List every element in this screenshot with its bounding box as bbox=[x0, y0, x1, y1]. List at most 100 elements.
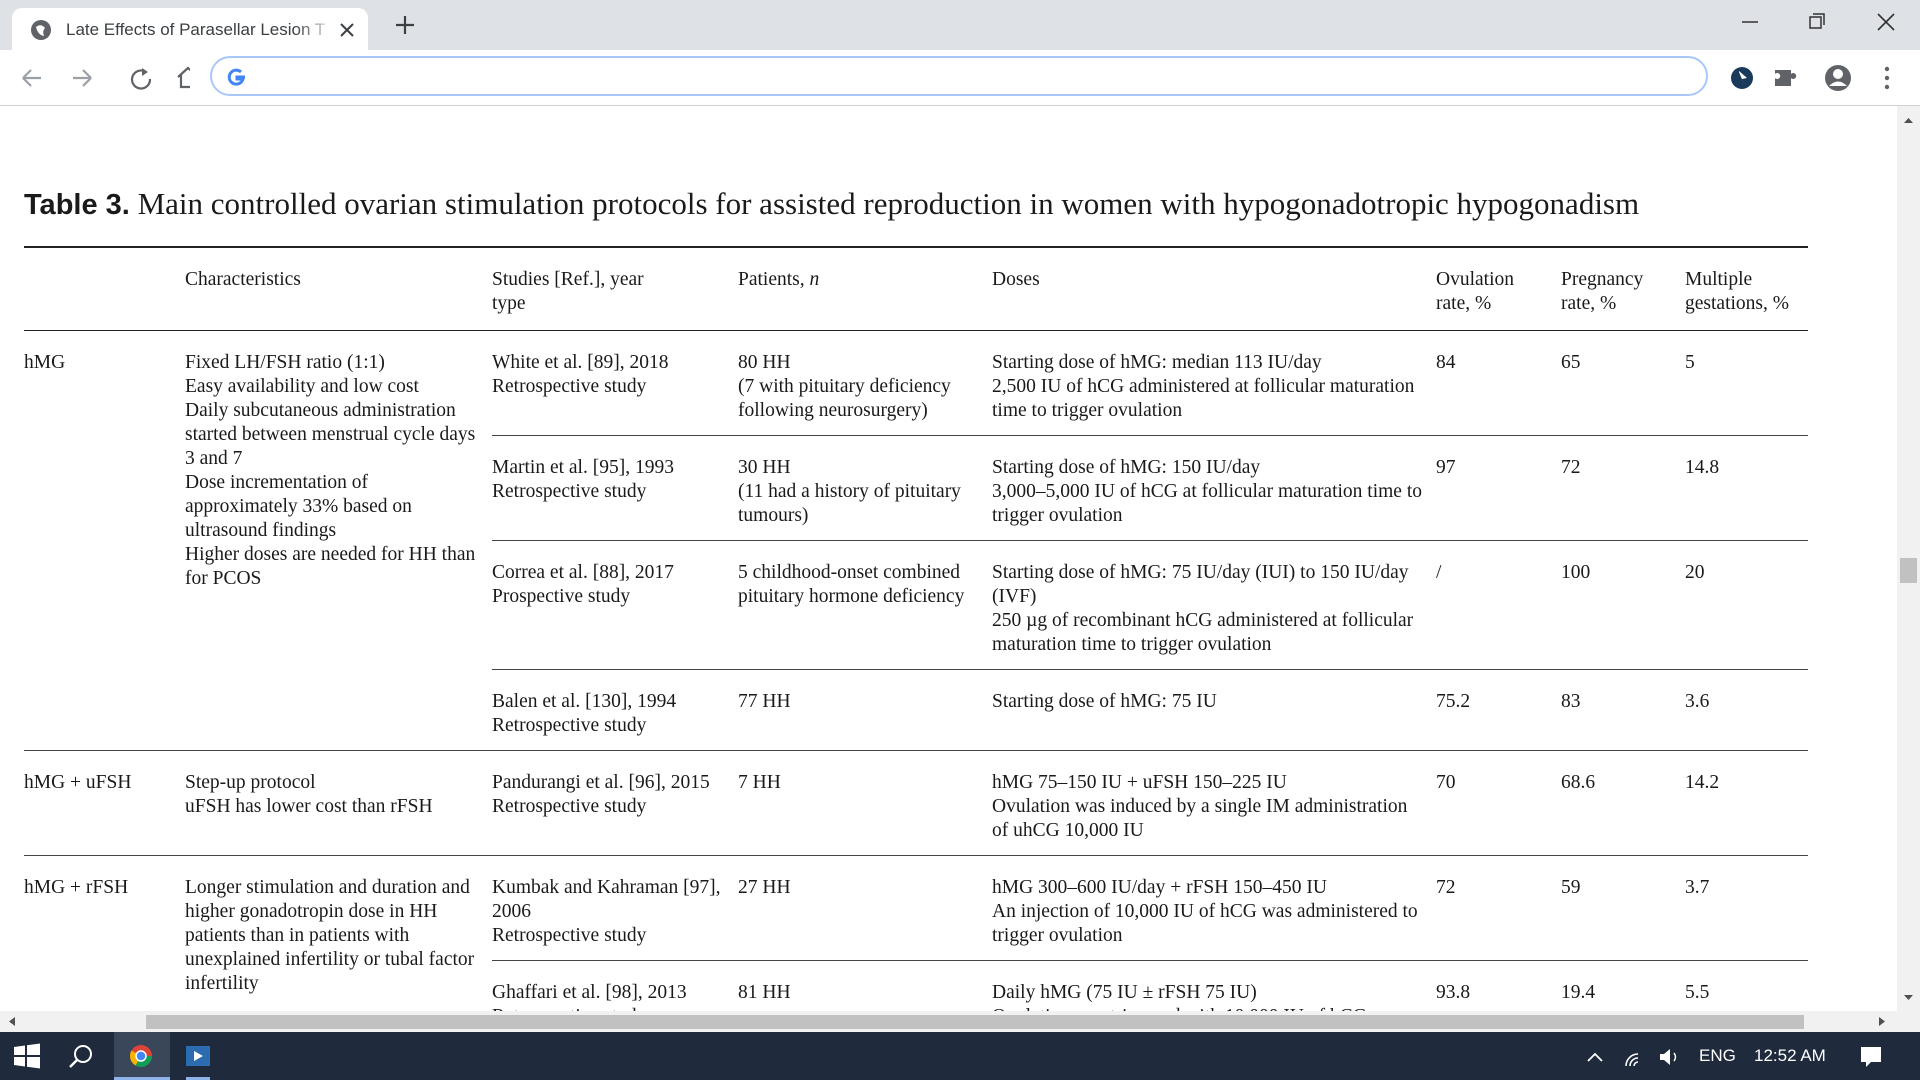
language[interactable]: ENG bbox=[1699, 1046, 1736, 1065]
doses-line: 2,500 IU of hCG administered at follicul… bbox=[992, 376, 1415, 421]
patients-cell: 30 HH (11 had a history of pituitary tumo… bbox=[738, 435, 992, 541]
header-cell: Doses bbox=[992, 246, 1436, 331]
table-row: Correa et al. [88], 2017 Prospective stud… bbox=[24, 540, 1808, 670]
doses-cell: hMG 75–150 IU + uFSH 150–225 IU Ovulation… bbox=[992, 750, 1436, 856]
characteristics-line: Easy availability and low cost bbox=[185, 376, 419, 397]
header-cell: Studies [Ref.], year type bbox=[492, 246, 738, 331]
table-row: Martin et al. [95], 1993 Retrospective st… bbox=[24, 435, 1808, 541]
study-cell: White et al. [89], 2018 Retrospective stu… bbox=[492, 331, 738, 436]
taskbar: ENG 12:52 AM bbox=[0, 1032, 1920, 1080]
ovulation-cell: 72 bbox=[1436, 855, 1561, 961]
ovulation-cell: 70 bbox=[1436, 750, 1561, 856]
vertical-scrollbar[interactable] bbox=[1897, 106, 1920, 1011]
tab[interactable]: Late Effects of Parasellar Lesion T bbox=[12, 8, 368, 50]
table-caption: Table 3. Main controlled ovarian stimula… bbox=[24, 186, 1639, 222]
study-line: Retrospective study bbox=[492, 376, 647, 397]
multiple-cell: 3.6 bbox=[1685, 669, 1808, 751]
study-line: Retrospective study bbox=[492, 481, 647, 502]
ovulation-cell: 75.2 bbox=[1436, 669, 1561, 751]
table-row: hMG + rFSH Longer stimulation and duratio… bbox=[24, 855, 1808, 1011]
patients-cell: 5 childhood-onset combined pituitary hor… bbox=[738, 540, 992, 670]
characteristics-line: Step-up protocol bbox=[185, 772, 316, 793]
ovulation-cell: 93.8 bbox=[1436, 960, 1561, 1011]
pregnancy-cell: 19.4 bbox=[1561, 960, 1685, 1011]
doses-line: 250 µg of recombinant hCG administered a… bbox=[992, 610, 1414, 655]
doses-cell: Daily hMG (75 IU ± rFSH 75 IU) Ovulation … bbox=[992, 960, 1436, 1011]
characteristics-cell: Step-up protocol uFSH has lower cost than… bbox=[185, 750, 492, 856]
header-cell: Multiple gestations, % bbox=[1685, 246, 1808, 331]
study-cell: Pandurangi et al. [96], 2015 Retrospectiv… bbox=[492, 750, 738, 856]
characteristics-line: Daily subcutaneous administration starte… bbox=[185, 400, 476, 469]
close-tab[interactable] bbox=[340, 23, 354, 37]
study-cell: Ghaffari et al. [98], 2013 Retrospective … bbox=[492, 960, 738, 1011]
patients-line: 81 HH bbox=[738, 982, 791, 1003]
doses-cell: Starting dose of hMG: 150 IU/day 3,000–5,… bbox=[992, 435, 1436, 541]
patients-line: (7 with pituitary deficiency following n… bbox=[738, 376, 951, 421]
page-content: Table 3. Main controlled ovarian stimula… bbox=[0, 106, 1897, 1011]
header-line: gestations, % bbox=[1685, 293, 1789, 314]
notifications[interactable] bbox=[1858, 1044, 1884, 1070]
header-italic: n bbox=[809, 269, 820, 290]
doses-line: Daily hMG (75 IU ± rFSH 75 IU) bbox=[992, 982, 1257, 1003]
header-cell: Ovulation rate, % bbox=[1436, 246, 1561, 331]
ovulation-cell: 97 bbox=[1436, 435, 1561, 541]
doses-line: An injection of 10,000 IU of hCG was adm… bbox=[992, 901, 1418, 946]
study-line: Kumbak and Kahraman [97], 2006 bbox=[492, 877, 721, 922]
doses-line: Ovulation was induced by a single IM adm… bbox=[992, 796, 1408, 841]
protocol-cell: hMG bbox=[24, 352, 66, 373]
table-row: hMG + uFSH Step-up protocol uFSH has lower… bbox=[24, 750, 1808, 856]
nav-buttons[interactable] bbox=[20, 64, 190, 92]
pregnancy-cell: 100 bbox=[1561, 540, 1685, 670]
patients-cell: 27 HH bbox=[738, 855, 992, 961]
doses-line: Starting dose of hMG: 75 IU/day (IUI) to… bbox=[992, 562, 1409, 607]
address-bar[interactable] bbox=[210, 56, 1708, 96]
header-row: Characteristics Studies [Ref.], year type P… bbox=[24, 246, 1808, 331]
multiple-cell: 5.5 bbox=[1685, 960, 1808, 1011]
header-line: type bbox=[492, 293, 526, 314]
protocol-cell: hMG + rFSH bbox=[24, 855, 185, 1011]
patients-line: 77 HH bbox=[738, 691, 791, 712]
table: Characteristics Studies [Ref.], year type P… bbox=[24, 246, 1808, 1011]
tray-icons[interactable] bbox=[1586, 1044, 1682, 1070]
header-line: rate, % bbox=[1561, 293, 1617, 314]
study-line: Retrospective study bbox=[492, 715, 647, 736]
ovulation-cell: 84 bbox=[1436, 352, 1456, 373]
ovulation-cell: / bbox=[1436, 540, 1561, 670]
window-controls[interactable] bbox=[1736, 10, 1906, 34]
new-tab[interactable] bbox=[394, 14, 416, 36]
patients-cell: 81 HH bbox=[738, 960, 992, 1011]
characteristics-cell: Fixed LH/FSH ratio (1:1) Easy availabilit… bbox=[185, 331, 492, 751]
patients-line: (11 had a history of pituitary tumours) bbox=[738, 481, 961, 526]
characteristics-line: Fixed LH/FSH ratio (1:1) bbox=[185, 352, 385, 373]
header-cell: Characteristics bbox=[185, 246, 492, 331]
multiple-cell: 14.2 bbox=[1685, 750, 1808, 856]
pregnancy-cell: 59 bbox=[1561, 855, 1685, 961]
study-line: Balen et al. [130], 1994 bbox=[492, 691, 677, 712]
doses-cell: hMG 300–600 IU/day + rFSH 150–450 IU An i… bbox=[992, 855, 1436, 961]
study-cell: Balen et al. [130], 1994 Retrospective st… bbox=[492, 669, 738, 751]
patients-line: 27 HH bbox=[738, 877, 791, 898]
extension-icons[interactable] bbox=[1730, 62, 1910, 94]
study-cell: Martin et al. [95], 1993 Retrospective st… bbox=[492, 435, 738, 541]
characteristics-line: uFSH has lower cost than rFSH bbox=[185, 796, 433, 817]
characteristics-line: Higher doses are needed for HH than for … bbox=[185, 544, 476, 589]
multiple-cell: 5 bbox=[1685, 352, 1695, 373]
doses-line: hMG 75–150 IU + uFSH 150–225 IU bbox=[992, 772, 1287, 793]
pregnancy-cell: 68.6 bbox=[1561, 750, 1685, 856]
doses-line: Starting dose of hMG: 150 IU/day bbox=[992, 457, 1261, 478]
horizontal-scrollbar[interactable] bbox=[0, 1011, 1920, 1032]
header-line: Multiple bbox=[1685, 269, 1753, 290]
study-line: Prospective study bbox=[492, 586, 631, 607]
header-line: rate, % bbox=[1436, 293, 1492, 314]
header-line: Ovulation bbox=[1436, 269, 1514, 290]
study-line: Pandurangi et al. [96], 2015 bbox=[492, 772, 710, 793]
study-cell: Kumbak and Kahraman [97], 2006 Retrospect… bbox=[492, 855, 738, 961]
taskbar-icons[interactable] bbox=[0, 1032, 220, 1080]
characteristics-cell: Longer stimulation and duration and high… bbox=[185, 855, 492, 1011]
characteristics-line: Dose incrementation of approximately 33%… bbox=[185, 472, 412, 541]
patients-line: 30 HH bbox=[738, 457, 791, 478]
doses-line: hMG 300–600 IU/day + rFSH 150–450 IU bbox=[992, 877, 1327, 898]
patients-cell: 80 HH (7 with pituitary deficiency follow… bbox=[738, 331, 992, 436]
header-cell: Patients, n bbox=[738, 246, 992, 331]
clock[interactable]: 12:52 AM bbox=[1754, 1046, 1826, 1065]
